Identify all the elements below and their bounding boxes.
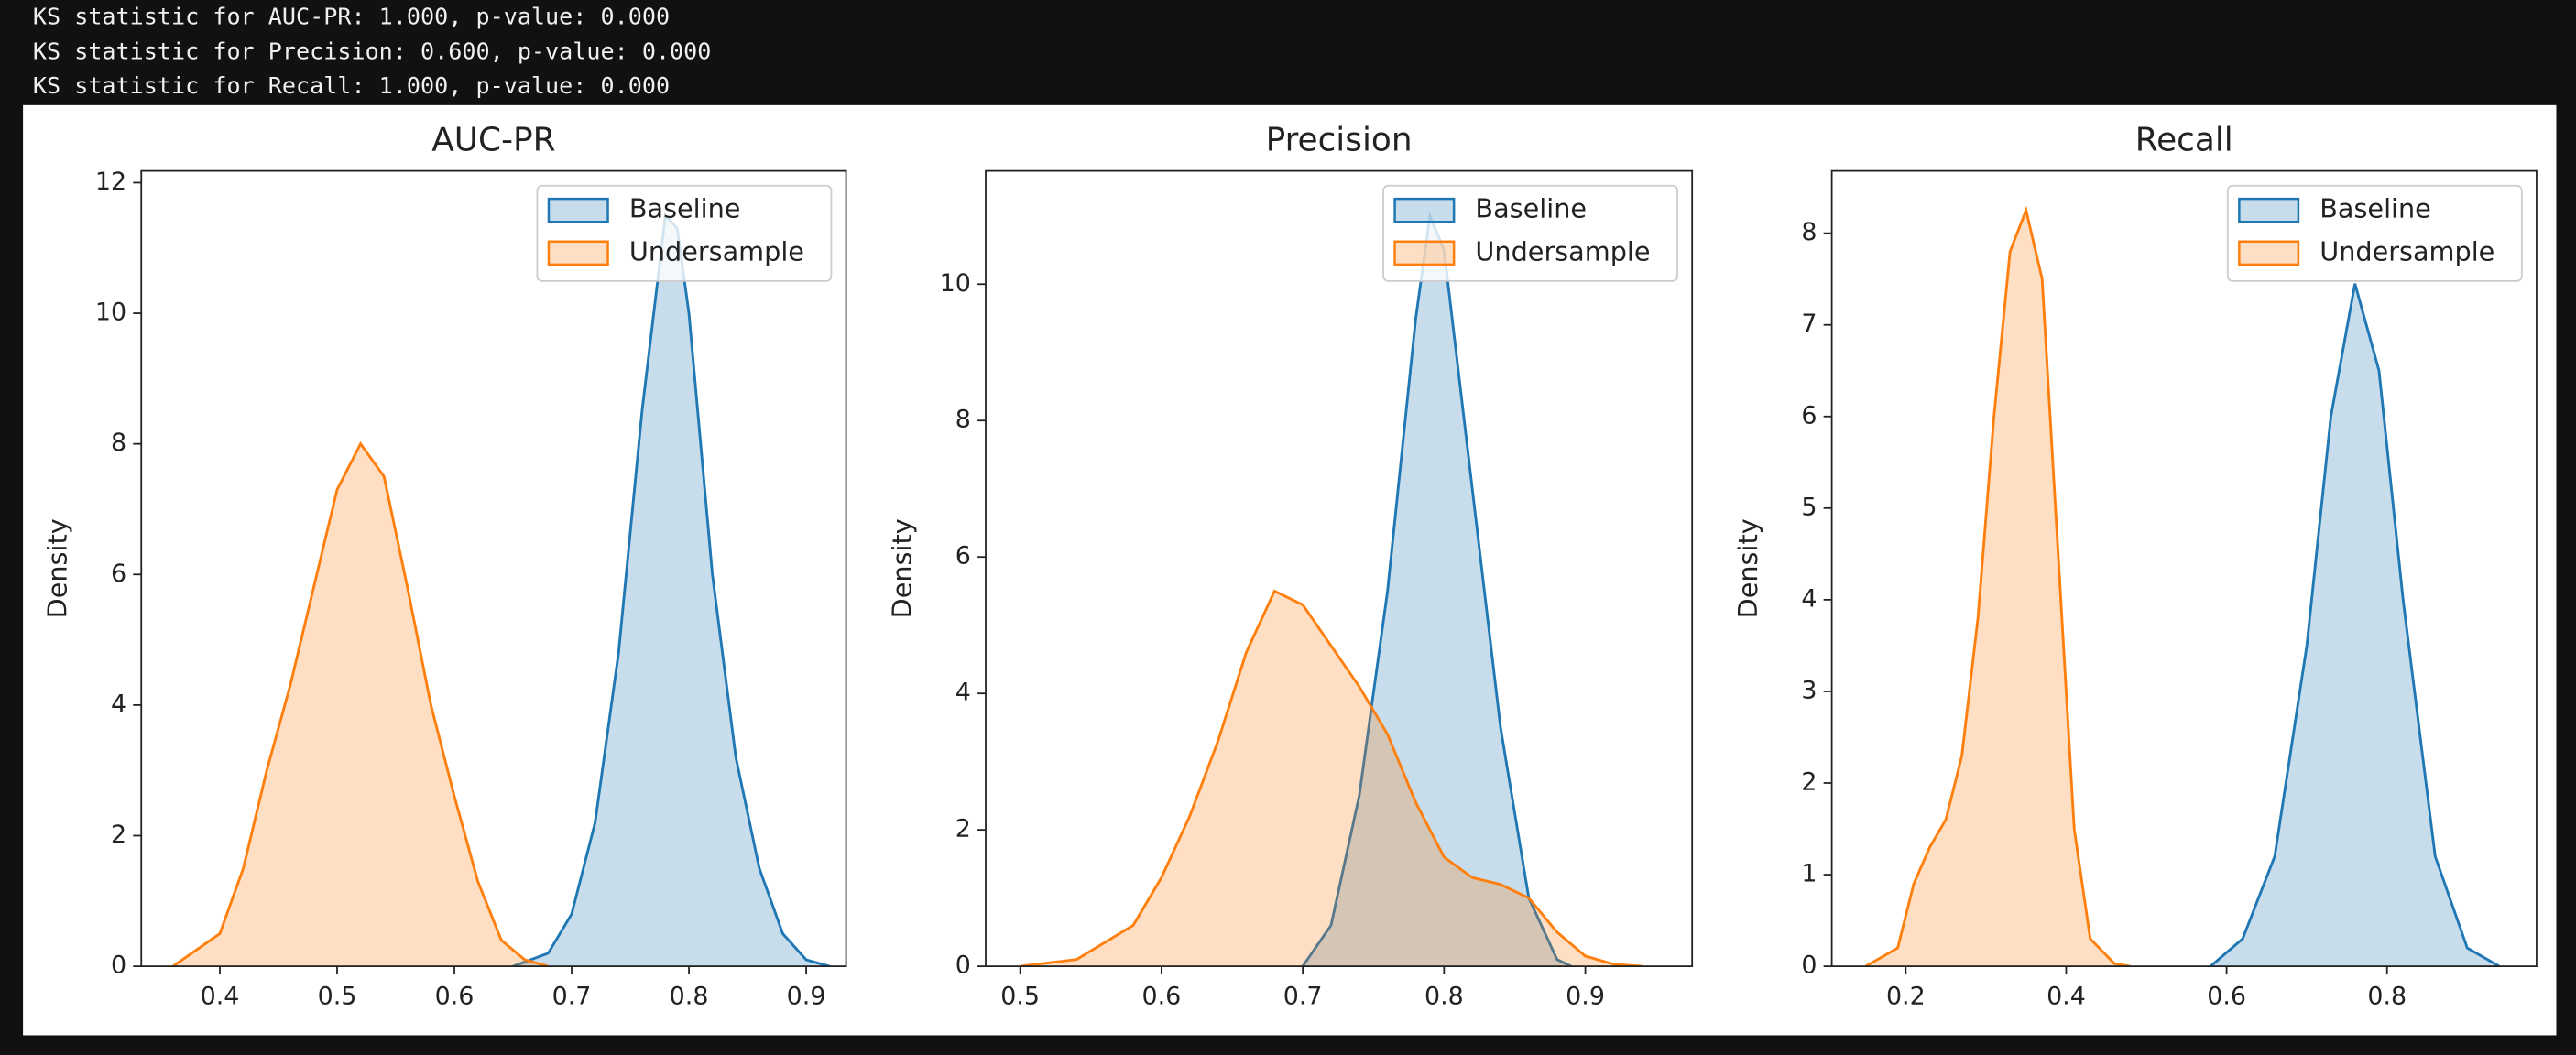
x-tick-label: 0.4 [2047, 983, 2086, 1011]
density-area [1303, 215, 1572, 967]
legend-swatch [1393, 197, 1456, 223]
x-tick-label: 0.6 [435, 983, 475, 1011]
x-tick-label: 0.7 [552, 983, 592, 1011]
x-tick-label: 0.9 [1566, 983, 1605, 1011]
y-axis-label: Density [1732, 518, 1763, 618]
y-tick-label: 4 [955, 679, 971, 707]
y-tick-label: 10 [940, 269, 971, 298]
legend-label: Baseline [1475, 193, 1587, 224]
y-tick-label: 2 [955, 815, 971, 843]
y-tick-label: 5 [1801, 493, 1817, 521]
legend-label: Baseline [629, 193, 741, 224]
chart-title: Recall [2135, 121, 2233, 158]
x-tick-label: 0.6 [2207, 983, 2246, 1011]
y-tick-label: 0 [1801, 952, 1817, 980]
y-tick-label: 1 [1801, 860, 1817, 888]
figure-background [23, 104, 2557, 1036]
y-tick-label: 4 [111, 690, 126, 718]
x-tick-label: 0.5 [1000, 983, 1040, 1011]
legend-label: Undersample [2319, 235, 2494, 266]
y-tick-label: 12 [95, 168, 126, 196]
y-tick-label: 3 [1801, 676, 1817, 704]
density-area [172, 443, 549, 967]
density-area [513, 215, 830, 967]
legend-label: Undersample [629, 235, 804, 266]
axes-frame [985, 169, 1694, 967]
y-tick-label: 8 [111, 429, 126, 457]
y-tick-label: 8 [955, 406, 971, 434]
y-tick-label: 2 [111, 821, 126, 849]
legend-swatch [2238, 240, 2300, 266]
y-tick-label: 2 [1801, 767, 1817, 796]
legend-swatch [2238, 197, 2300, 223]
density-line [2210, 283, 2501, 967]
density-line [1864, 205, 2131, 967]
console-line: KS statistic for AUC-PR: 1.000, p-value:… [33, 4, 670, 30]
y-tick-label: 0 [111, 952, 126, 980]
chart-title: AUC-PR [431, 121, 555, 158]
x-tick-label: 0.7 [1283, 983, 1323, 1011]
x-tick-label: 0.2 [1886, 983, 1926, 1011]
y-tick-label: 10 [95, 299, 126, 327]
x-tick-label: 0.4 [201, 983, 240, 1011]
legend-swatch [547, 240, 609, 266]
y-tick-label: 0 [955, 952, 971, 980]
y-tick-label: 7 [1801, 310, 1817, 338]
x-tick-label: 0.5 [318, 983, 357, 1011]
x-tick-label: 0.6 [1142, 983, 1182, 1011]
legend-swatch [547, 197, 609, 223]
density-area [1020, 591, 1643, 967]
axes-frame [1830, 169, 2538, 967]
legend-swatch [1393, 240, 1456, 266]
y-axis-label: Density [886, 518, 917, 618]
plot-area [1864, 205, 2501, 967]
density-line [1020, 589, 1643, 967]
legend-label: Baseline [2319, 193, 2431, 224]
density-line [171, 440, 549, 967]
y-tick-label: 4 [1801, 584, 1817, 613]
chart-title: Precision [1266, 121, 1413, 158]
axes-frame [140, 169, 847, 967]
legend-box [1382, 184, 1678, 282]
legend-label: Undersample [1475, 235, 1650, 266]
y-tick-label: 6 [1801, 401, 1817, 430]
legend-box [536, 184, 833, 282]
console-line: KS statistic for Recall: 1.000, p-value:… [33, 72, 670, 99]
y-axis-label: Density [42, 518, 73, 618]
y-tick-label: 6 [955, 542, 971, 571]
x-tick-label: 0.8 [2367, 983, 2407, 1011]
y-tick-label: 6 [111, 560, 126, 588]
y-tick-label: 8 [1801, 218, 1817, 246]
legend-box [2226, 184, 2523, 282]
density-area [1865, 210, 2131, 967]
x-tick-label: 0.8 [1424, 983, 1464, 1011]
console-line: KS statistic for Precision: 0.600, p-val… [33, 38, 712, 64]
x-tick-label: 0.8 [670, 983, 709, 1011]
x-tick-label: 0.9 [787, 983, 826, 1011]
